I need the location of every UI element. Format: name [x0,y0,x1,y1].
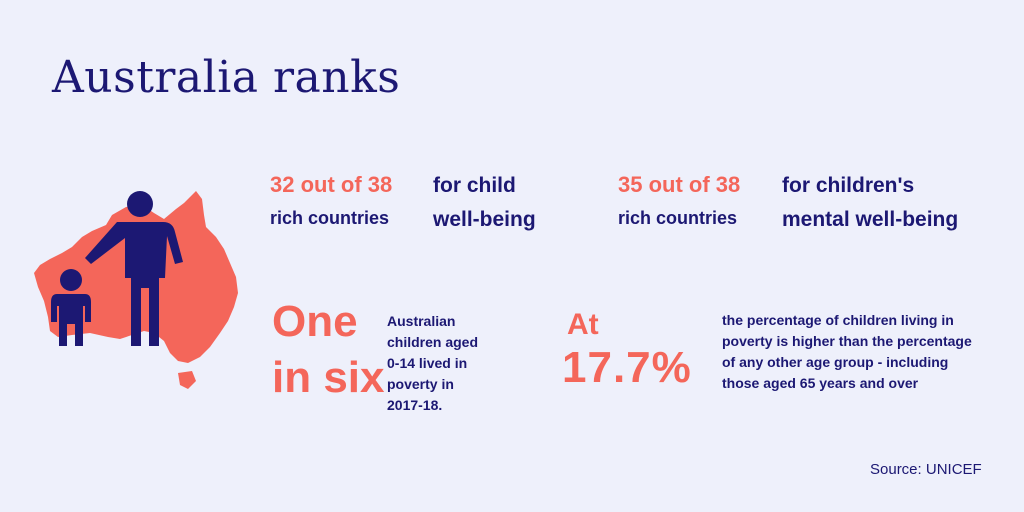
adult-child-figures-icon [51,191,183,346]
percentage-value: 17.7% [562,343,692,392]
percentage-at: At [567,308,599,341]
rank-child-desc-line1: for child [433,174,516,197]
poverty-line: 0-14 lived in [387,355,468,371]
poverty-big-line2: in six [272,353,385,402]
poverty-line: 2017-18. [387,397,443,413]
rank-child-sub: rich countries [270,208,390,228]
rank-mental-sub: rich countries [618,208,738,228]
percentage-line: of any other age group - including [722,354,949,370]
percentage-line: the percentage of children living in [722,312,954,328]
poverty-line: Australian [387,313,456,329]
rank-child-desc-line2: well-being [433,208,536,231]
percentage-line: those aged 65 years and over [722,375,919,391]
percentage-description: the percentage of children living in pov… [722,310,972,394]
source-credit: Source: UNICEF [870,461,982,478]
page-title: Australia ranks [52,52,401,103]
percentage-line: poverty is higher than the percentage [722,333,972,349]
poverty-big-line1: One [272,297,358,346]
rank-mental-number: 35 out of 38 [618,172,741,197]
poverty-description: Australian children aged 0-14 lived in p… [387,311,478,416]
rank-mental-desc-line1: for children's [782,174,915,197]
rank-mental-desc-line2: mental well-being [782,208,959,231]
poverty-line: poverty in [387,376,454,392]
rank-child-number: 32 out of 38 [270,172,393,197]
poverty-line: children aged [387,334,479,350]
